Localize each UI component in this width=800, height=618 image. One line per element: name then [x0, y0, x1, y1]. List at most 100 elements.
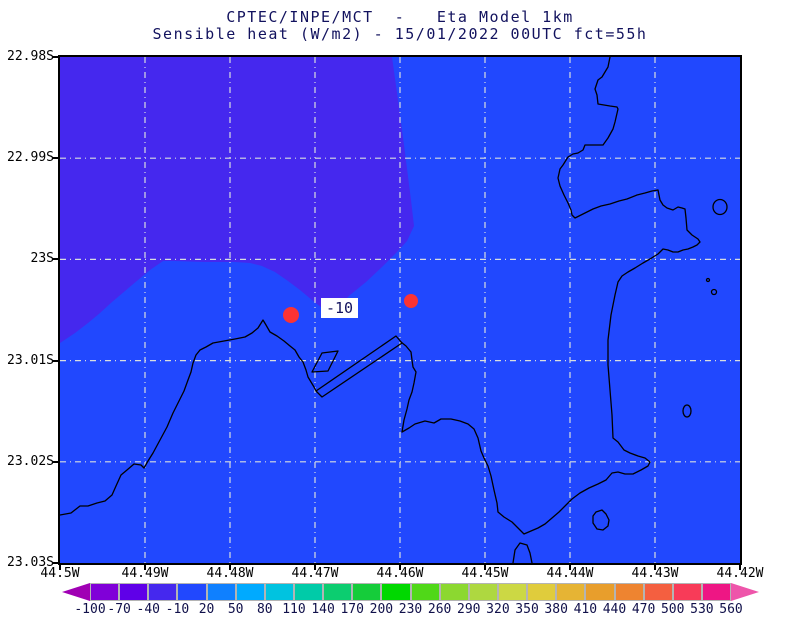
colorbar-cell: [352, 583, 382, 601]
colorbar-cell: [556, 583, 586, 601]
colorbar-cell: [206, 583, 236, 601]
colorbar-cell: [90, 583, 120, 601]
cove-bottom-edge: [512, 542, 533, 563]
colorbar-tick-label: 440: [602, 602, 627, 617]
map-svg: -10: [60, 57, 740, 563]
lat-tick-mark: [52, 157, 58, 160]
lon-tick-label: 44.48W: [206, 566, 254, 581]
colorbar-tick-label: 500: [660, 602, 685, 617]
lon-tick-mark: [314, 564, 316, 570]
colorbar-tick-label: 20: [198, 602, 215, 617]
colorbar-left-arrow: [62, 583, 90, 601]
lon-tick-label: 44.43W: [631, 566, 679, 581]
colorbar-cell: [177, 583, 207, 601]
colorbar: [62, 583, 759, 601]
colorbar-tick-label: -10: [165, 602, 190, 617]
lon-tick-label: 44.5W: [40, 566, 80, 581]
lon-tick-mark: [739, 564, 741, 570]
colorbar-tick-label: -70: [107, 602, 131, 617]
colorbar-cell: [410, 583, 440, 601]
colorbar-cell: [439, 583, 469, 601]
colorbar-cell: [148, 583, 178, 601]
colorbar-tick-label: 290: [457, 602, 481, 617]
colorbar-cell: [235, 583, 265, 601]
lat-tick-mark: [52, 359, 58, 362]
lat-tick-label: 23S: [30, 251, 54, 267]
colorbar-cell: [643, 583, 673, 601]
colorbar-cell: [614, 583, 644, 601]
colorbar-tick-label: 170: [340, 602, 364, 617]
lon-tick-mark: [144, 564, 146, 570]
colorbar-tick-label: -100: [74, 602, 106, 617]
colorbar-tick-label: 560: [719, 602, 743, 617]
islet-speck-1: [705, 277, 711, 283]
colorbar-tick-label: 350: [515, 602, 539, 617]
coastline-layer: [60, 57, 728, 563]
island-oval: [712, 198, 728, 216]
colorbar-cell: [527, 583, 557, 601]
colorbar-tick-label: 380: [544, 602, 568, 617]
colorbar-tick-label: 200: [369, 602, 394, 617]
colorbar-tick-label: 410: [573, 602, 598, 617]
station-dot: [404, 294, 418, 308]
island-small-south: [592, 509, 610, 531]
lon-tick-label: 44.42W: [716, 566, 764, 581]
colorbar-tick-label: 530: [690, 602, 714, 617]
lon-tick-label: 44.49W: [121, 566, 169, 581]
chart-title: CPTEC/INPE/MCT - Eta Model 1km: [226, 8, 574, 26]
colorbar-tick-label: 110: [282, 602, 306, 617]
contour-label-group: -10: [321, 298, 358, 318]
low-value-field-region: [60, 57, 414, 343]
colorbar-cell: [264, 583, 294, 601]
colorbar-tick-label: 50: [227, 602, 244, 617]
station-dot: [283, 307, 299, 323]
colorbar-cell: [497, 583, 528, 601]
colorbar-cell: [293, 583, 324, 601]
colorbar-cell: [672, 583, 702, 601]
lat-tick-label: 22.98S: [7, 49, 54, 64]
lat-lon-gridlines: [60, 57, 740, 563]
map-plot-area: -10: [58, 55, 742, 565]
lat-tick-label: 23.03S: [7, 555, 54, 570]
colorbar-cell: [585, 583, 615, 601]
lon-tick-mark: [229, 564, 231, 570]
lon-tick-label: 44.46W: [376, 566, 424, 581]
lat-tick-mark: [52, 258, 58, 261]
lon-tick-mark: [484, 564, 486, 570]
lat-tick-mark: [52, 460, 58, 463]
colorbar-cells: [90, 583, 732, 601]
contour-label-bg: [321, 298, 358, 318]
colorbar-tick-label: 230: [398, 602, 423, 617]
lon-tick-mark: [569, 564, 571, 570]
lat-tick-mark: [52, 562, 58, 564]
pier-structure-small: [311, 350, 339, 373]
colorbar-cell: [381, 583, 411, 601]
lon-tick-mark: [399, 564, 401, 570]
lon-tick-label: 44.47W: [291, 566, 339, 581]
coastline-mainland-west: [60, 319, 317, 516]
station-dots: [283, 294, 418, 323]
lat-tick-mark: [52, 56, 58, 58]
lat-tick-label: 23.02S: [7, 453, 54, 469]
colorbar-cell: [323, 583, 353, 601]
chart-subtitle: Sensible heat (W/m2) - 15/01/2022 00UTC …: [152, 25, 648, 43]
coastline-mainland-east: [400, 57, 701, 535]
lon-tick-label: 44.44W: [546, 566, 594, 581]
lat-tick-label: 22.99S: [7, 150, 54, 166]
colorbar-tick-label: 80: [256, 602, 273, 617]
island-tiny-east: [682, 404, 692, 418]
colorbar-tick-label: 320: [486, 602, 510, 617]
colorbar-tick-label: -40: [136, 602, 161, 617]
lon-tick-mark: [59, 564, 61, 570]
colorbar-cell: [701, 583, 732, 601]
contour-label-text: -10: [326, 299, 353, 317]
colorbar-tick-label: 470: [631, 602, 656, 617]
colorbar-tick-label: 260: [427, 602, 452, 617]
lon-tick-mark: [654, 564, 656, 570]
lat-tick-label: 23.01S: [7, 352, 54, 368]
colorbar-cell: [468, 583, 498, 601]
islet-speck-2: [710, 288, 718, 296]
lon-tick-label: 44.45W: [461, 566, 509, 581]
colorbar-cell: [119, 583, 149, 601]
